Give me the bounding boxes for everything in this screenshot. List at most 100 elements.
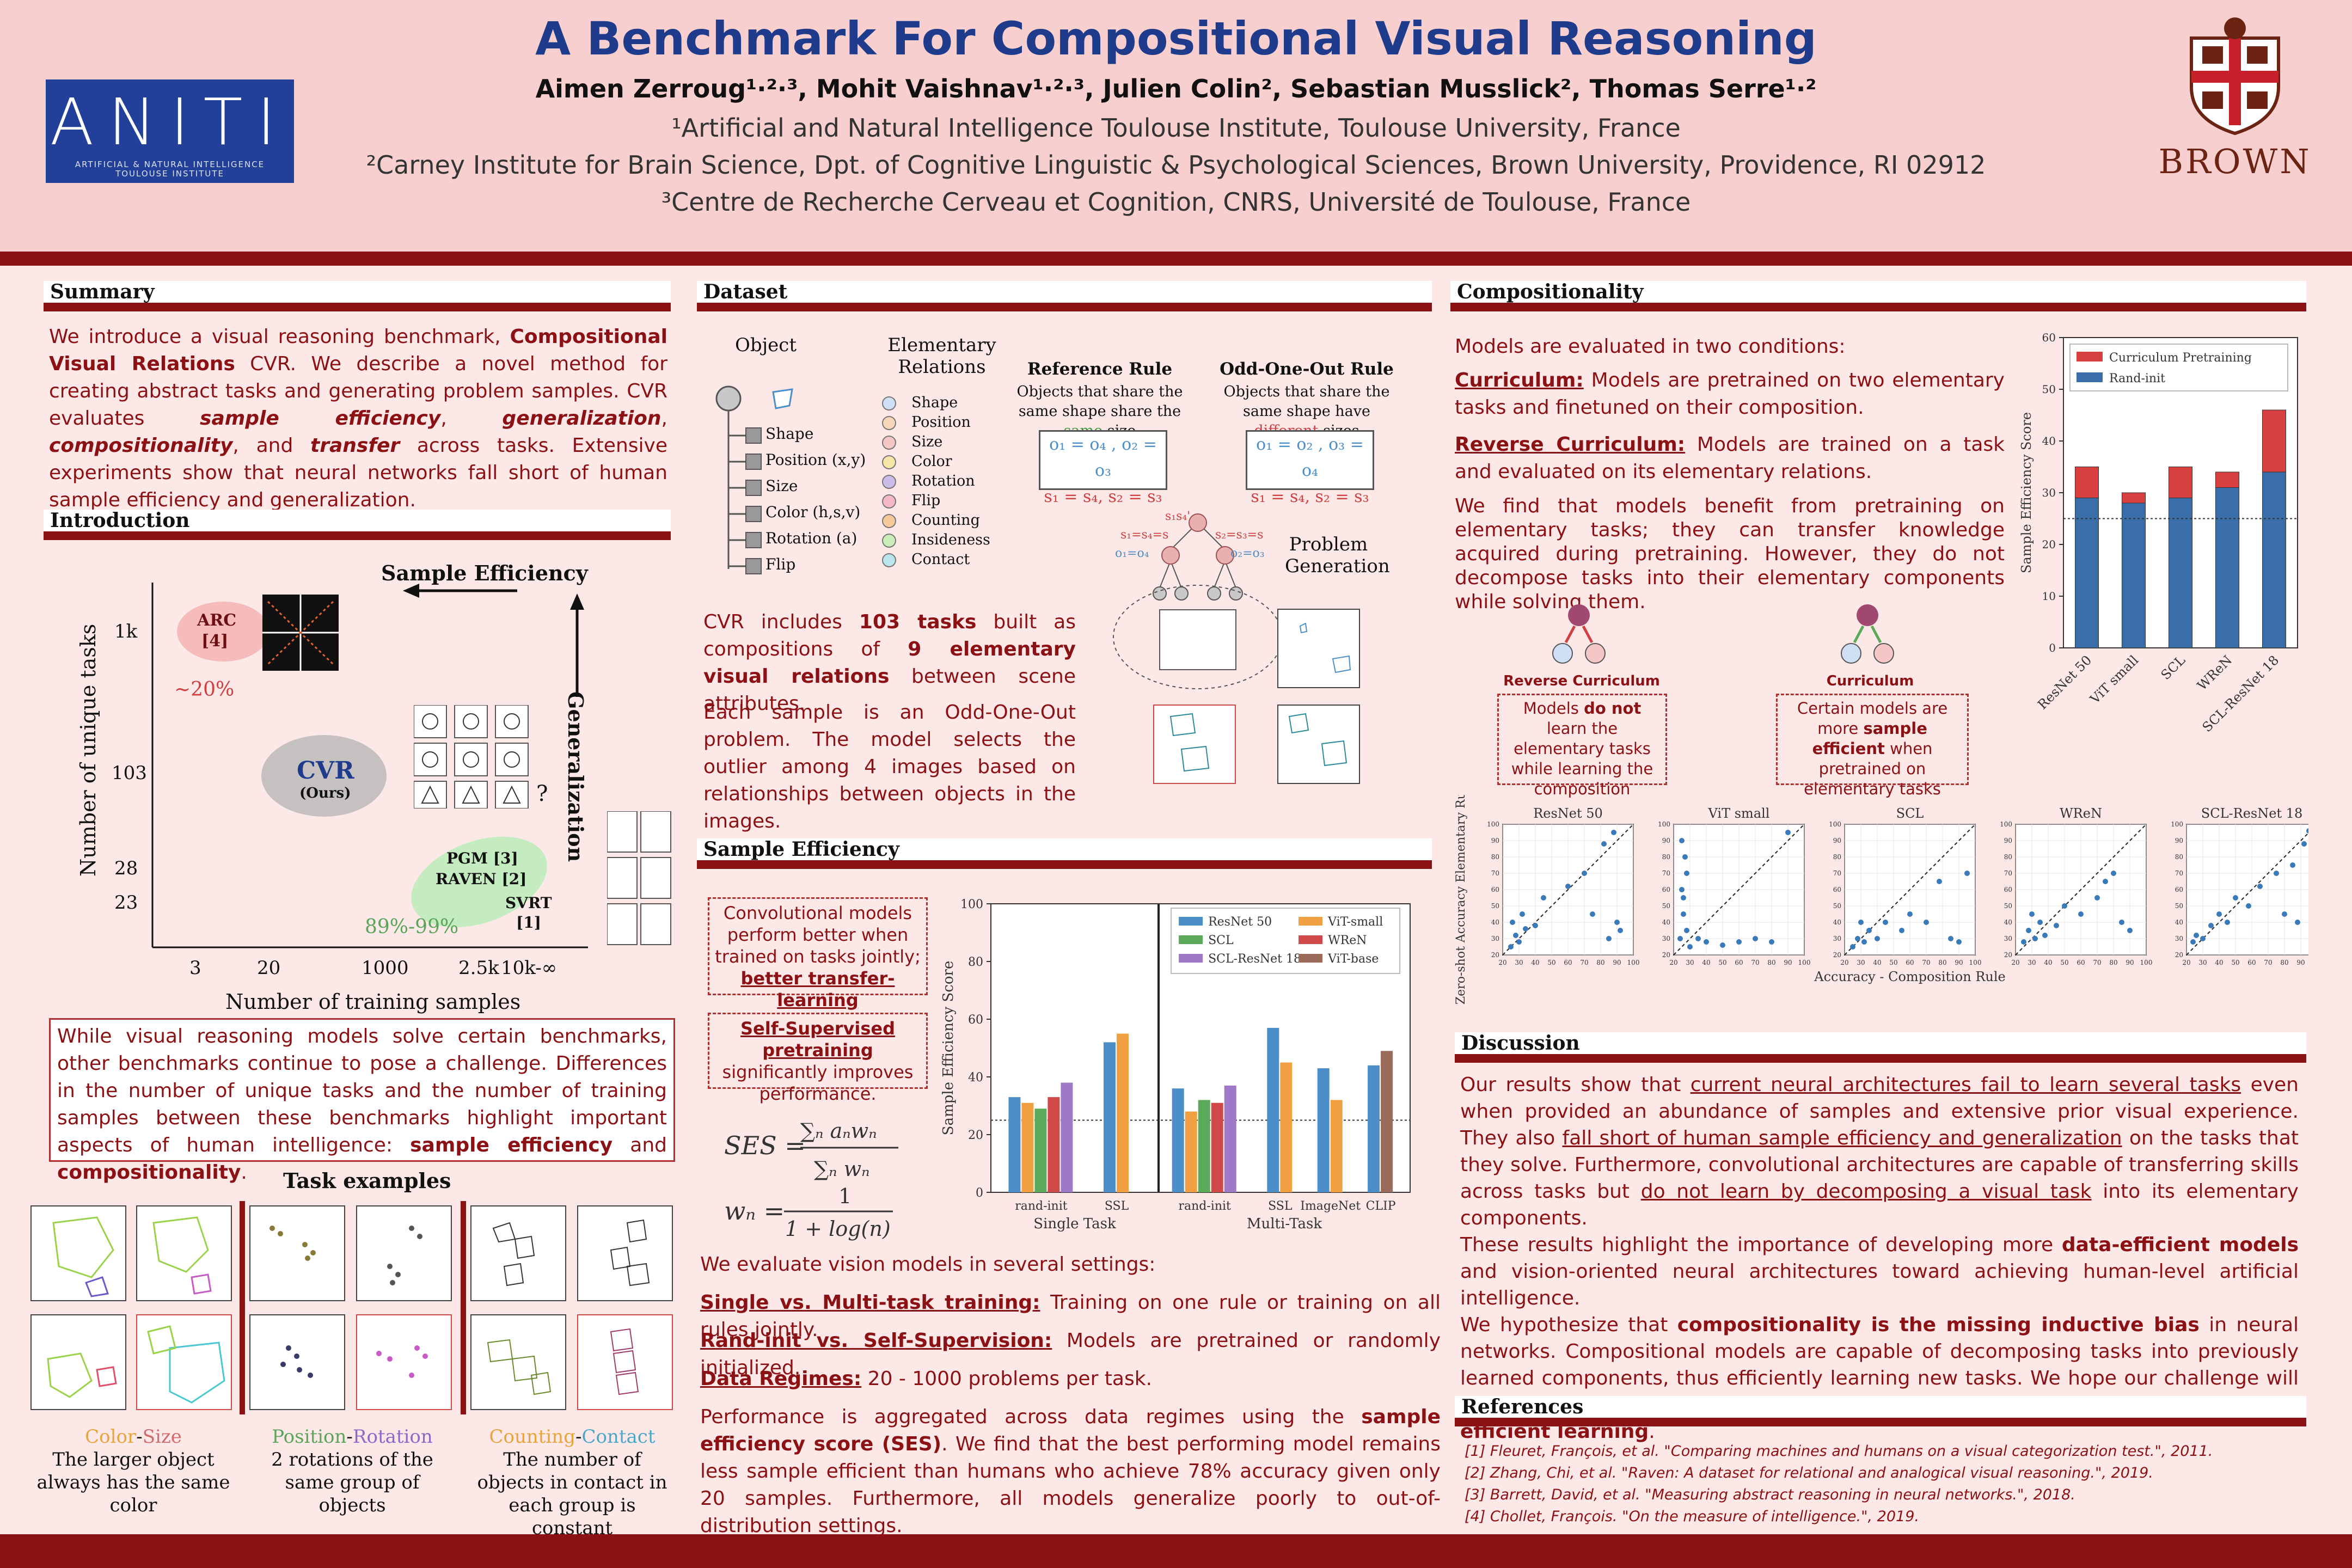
- task-tile: [249, 1205, 345, 1301]
- legend-label: ResNet 50: [1208, 915, 1272, 929]
- y-tick-label: 0: [976, 1186, 983, 1200]
- y-tick-label: 40: [1833, 918, 1841, 926]
- y-tick-label: 80: [1662, 853, 1670, 861]
- y-tick-label: 80: [2004, 853, 2012, 861]
- relation-label: Rotation: [911, 473, 975, 489]
- task1-caption: Color-Size The larger object always has t…: [36, 1426, 230, 1516]
- arc-pct: ~20%: [174, 678, 235, 701]
- scatter-point: [2295, 920, 2300, 925]
- group-label: rand-init: [1015, 1199, 1068, 1213]
- se-setting-2: Rand-init vs. Self-Supervision: Models a…: [700, 1327, 1441, 1382]
- x-tick-label: 60: [2247, 959, 2256, 966]
- x-tick-label: 50: [1889, 959, 1897, 966]
- scatter-point: [2078, 911, 2084, 917]
- y-tick-label: 60: [1491, 886, 1499, 893]
- x-tick-label: 90: [2126, 959, 2134, 966]
- summary-bold-3: generalization: [502, 407, 661, 430]
- x-tick-label: 90: [1613, 959, 1621, 966]
- intro-box-text-1: While visual reasoning models solve cert…: [57, 1025, 667, 1156]
- y-tick-label: 70: [1833, 869, 1841, 877]
- cur-box-text-2: when pretrained on elementary tasks: [1804, 739, 1941, 798]
- legend-box: [1171, 908, 1401, 974]
- task-tile: [356, 1205, 452, 1301]
- scatter-point: [1866, 928, 1872, 933]
- tree-left-label-2: o₁=o₄: [1115, 547, 1149, 560]
- reference-3: [3] Barrett, David, et al. "Measuring ab…: [1465, 1486, 2075, 1503]
- comp-reverse: Reverse Curriculum: Models are trained o…: [1455, 431, 2005, 486]
- se-bar: [1317, 1068, 1330, 1192]
- x-tick-label: 80: [1596, 959, 1604, 966]
- task3-desc: The number of objects in contact in each…: [477, 1449, 667, 1539]
- poster-header: [0, 0, 2352, 252]
- task2-rotation: Rotation: [352, 1426, 433, 1448]
- y-tick-label: 50: [2042, 383, 2056, 396]
- scatter-point: [1720, 942, 1725, 948]
- brown-logo-text: BROWN: [2158, 142, 2312, 181]
- legend-label: SCL-ResNet 18: [1208, 952, 1301, 966]
- x-tick-label: 20: [2182, 959, 2190, 966]
- scatter-point: [1582, 871, 1587, 876]
- summary-text-5: , and: [232, 434, 310, 457]
- relation-dot-icon: [882, 514, 896, 528]
- y-tick-label: 20: [1491, 951, 1499, 959]
- legend-label: WReN: [1328, 934, 1367, 947]
- svrt-example-tiles: [607, 811, 672, 947]
- se-bar: [1061, 1082, 1073, 1192]
- svg-text:1: 1: [838, 1184, 852, 1208]
- sample-efficiency-chart: 0 20 40 60 80 100 Sample Efficiency Score rand-…: [940, 898, 1411, 1232]
- ytick-103: 103: [112, 762, 147, 784]
- se-setting-1: Single vs. Multi-task training: Training…: [700, 1289, 1441, 1344]
- aniti-logo-sub1: ARTIFICIAL & NATURAL INTELLIGENCE: [75, 160, 265, 169]
- y-tick-label: 90: [2004, 837, 2012, 844]
- y-tick-label: 40: [1662, 918, 1670, 926]
- xtick-3: 3: [189, 957, 201, 979]
- reverse-curriculum-label: Reverse Curriculum: [1503, 673, 1660, 689]
- y-tick-label: 90: [2175, 837, 2183, 844]
- y-tick-label: 70: [1662, 869, 1670, 877]
- relation-dot-icon: [882, 534, 896, 548]
- comp-reverse-title: Reverse Curriculum:: [1455, 433, 1686, 456]
- y-tick-label: 20: [2042, 538, 2056, 551]
- author-list: Aimen Zerroug¹·²·³, Mohit Vaishnav¹·²·³,…: [535, 74, 1817, 103]
- y-tick-label: 20: [2175, 951, 2183, 959]
- x-tick-label: 80: [2280, 959, 2288, 966]
- se-paragraph-bold: sample efficiency score (SES): [700, 1406, 1441, 1455]
- scatter-point: [1924, 920, 1929, 925]
- task-tile-dots: [387, 1226, 422, 1285]
- se-paragraph-1: Performance is aggregated across data re…: [700, 1406, 1362, 1428]
- scatter-point: [1858, 920, 1864, 925]
- scatter-point: [1614, 920, 1620, 925]
- category-label: ViT small: [2087, 652, 2141, 707]
- se-bar: [1104, 1042, 1116, 1192]
- se-box-1-bold: better transfer-learning: [740, 968, 895, 1010]
- curriculum-bar: [2122, 492, 2146, 504]
- scatter-point: [1565, 884, 1571, 889]
- xtick-1000: 1000: [362, 957, 409, 979]
- y-tick-label: 40: [2042, 434, 2056, 448]
- x-tick-label: 70: [2093, 959, 2101, 966]
- y-tick-label: 100: [1829, 820, 1841, 828]
- zero-shot-scatter-chart: ResNet 502020303040405050606070708080909…: [1454, 795, 2308, 1004]
- footer-band: [0, 1534, 2352, 1568]
- legend-swatch: [1179, 954, 1203, 963]
- task-tile: [577, 1205, 673, 1301]
- curriculum-bar: [2075, 467, 2099, 498]
- scatter-point: [2026, 928, 2031, 933]
- comp-text: We find that models benefit from pretrai…: [1455, 495, 2005, 613]
- scatter-point: [2119, 920, 2124, 925]
- odd-formula-2: s₁ = s₄, s₂ = s₃: [1251, 487, 1369, 506]
- summary-text-3: ,: [440, 407, 503, 430]
- category-label: SCL: [2158, 652, 2189, 683]
- tree-top-label: s₁s₄': [1165, 510, 1191, 523]
- legend-box: [2069, 344, 2288, 391]
- y-tick-label: 60: [2175, 886, 2183, 893]
- reference-2: [2] Zhang, Chi, et al. "Raven: A dataset…: [1465, 1465, 2153, 1481]
- scatter-point: [1590, 911, 1595, 917]
- y-tick-label: 90: [1491, 837, 1499, 844]
- scatter-point: [2216, 911, 2222, 917]
- generation-tree: [1113, 513, 1283, 689]
- y-tick-label: 40: [1491, 918, 1499, 926]
- y-tick-label: 80: [1833, 853, 1841, 861]
- x-tick-label: 70: [2264, 959, 2272, 966]
- se-bar: [1267, 1027, 1279, 1192]
